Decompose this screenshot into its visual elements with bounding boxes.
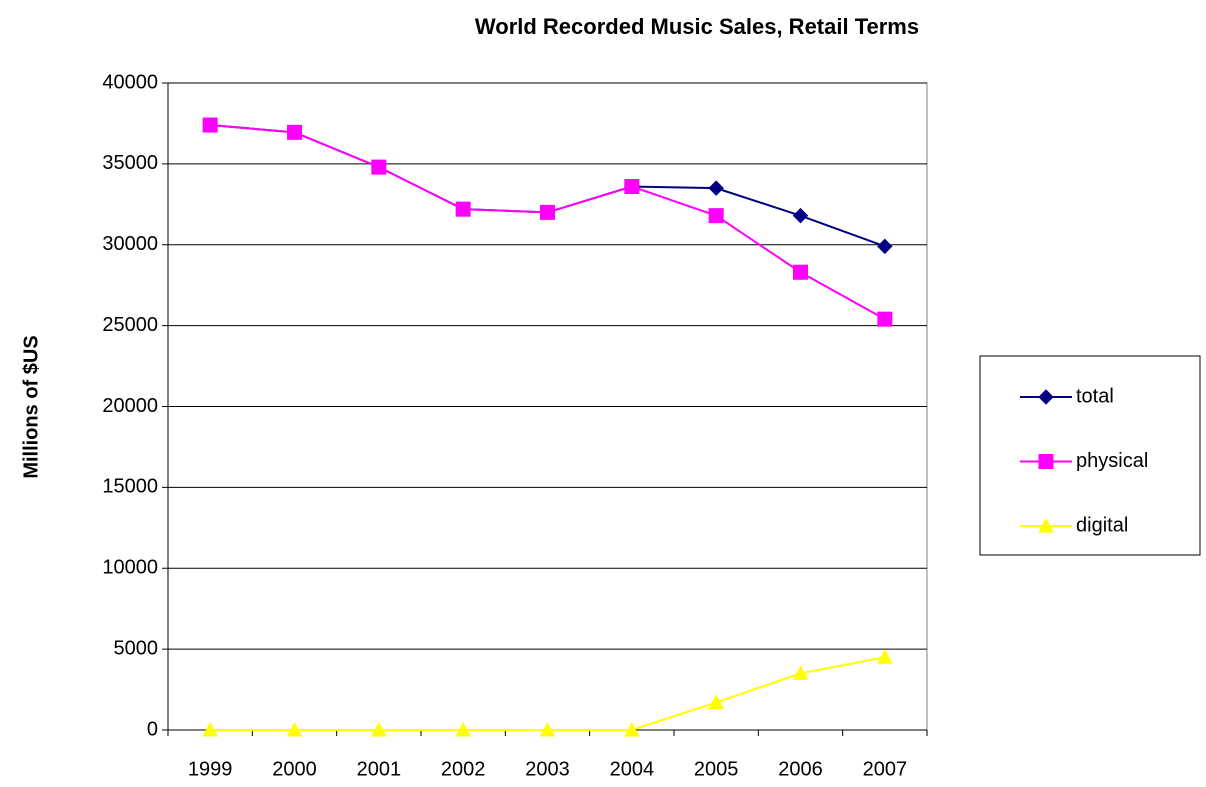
legend-label: physical bbox=[1076, 450, 1148, 472]
legend bbox=[979, 355, 1201, 556]
data-point bbox=[793, 264, 808, 280]
y-tick-label: 40000 bbox=[102, 71, 158, 93]
legend-marker bbox=[1038, 389, 1054, 405]
x-tick-label: 2001 bbox=[357, 758, 402, 780]
data-point bbox=[371, 159, 387, 175]
y-tick-label: 5000 bbox=[114, 637, 159, 659]
data-point bbox=[624, 179, 640, 195]
data-point bbox=[877, 238, 893, 255]
y-tick-label: 35000 bbox=[102, 152, 158, 174]
x-tick-label: 2003 bbox=[525, 758, 570, 780]
data-point bbox=[287, 124, 302, 140]
data-point bbox=[792, 207, 809, 224]
series-line bbox=[210, 656, 886, 731]
x-tick-label: 2007 bbox=[863, 758, 908, 780]
data-point bbox=[708, 180, 724, 196]
data-point bbox=[540, 204, 555, 220]
y-tick-label: 10000 bbox=[102, 557, 158, 579]
x-tick-label: 2000 bbox=[272, 758, 317, 780]
data-point bbox=[876, 649, 893, 664]
x-tick-label: 1999 bbox=[188, 758, 233, 780]
legend-label: total bbox=[1076, 385, 1114, 407]
x-tick-label: 2005 bbox=[694, 758, 739, 780]
y-axis-title: Millions of $US bbox=[20, 335, 42, 478]
y-tick-label: 30000 bbox=[102, 233, 158, 255]
series-line bbox=[210, 124, 886, 248]
legend-marker bbox=[1038, 454, 1054, 469]
data-point bbox=[202, 117, 218, 133]
x-tick-label: 2004 bbox=[610, 758, 655, 780]
data-point bbox=[202, 721, 219, 737]
x-tick-label: 2006 bbox=[778, 758, 823, 780]
y-tick-label: 0 bbox=[147, 718, 158, 740]
data-point bbox=[539, 721, 556, 737]
y-tick-label: 20000 bbox=[102, 395, 158, 417]
data-point bbox=[708, 694, 725, 710]
y-tick-label: 15000 bbox=[102, 476, 158, 498]
data-point bbox=[286, 721, 303, 737]
legend-label: digital bbox=[1076, 514, 1128, 536]
y-tick-label: 25000 bbox=[102, 314, 158, 336]
data-point bbox=[623, 721, 640, 737]
x-tick-label: 2002 bbox=[441, 758, 486, 780]
data-point bbox=[455, 201, 471, 217]
data-point bbox=[455, 721, 472, 737]
data-point bbox=[370, 721, 387, 737]
chart-title: World Recorded Music Sales, Retail Terms bbox=[475, 14, 919, 39]
series-line bbox=[210, 124, 886, 321]
data-point bbox=[877, 311, 893, 327]
data-point bbox=[792, 665, 809, 680]
data-point bbox=[708, 208, 724, 224]
legend-marker bbox=[1038, 517, 1054, 533]
